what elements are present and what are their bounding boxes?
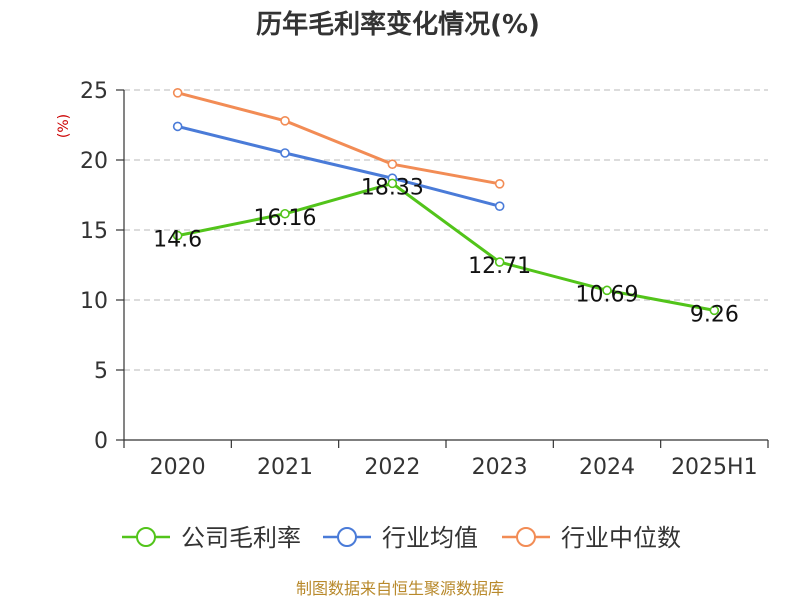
data-point bbox=[280, 208, 290, 219]
legend-marker bbox=[136, 527, 156, 547]
grid-lines bbox=[124, 89, 768, 371]
data-labels: 14.6 16.16 18.33 12.71 10.69 9.26 bbox=[153, 175, 739, 327]
data-point bbox=[280, 148, 290, 158]
y-tick-label: 25 bbox=[80, 79, 108, 104]
data-point bbox=[387, 178, 398, 189]
x-tick-label: 2025H1 bbox=[671, 455, 758, 480]
legend-label: 公司毛利率 bbox=[181, 524, 301, 552]
series-group bbox=[172, 88, 720, 316]
series-line bbox=[176, 91, 502, 186]
legend-marker bbox=[516, 527, 536, 547]
data-label: 18.33 bbox=[361, 175, 424, 200]
legend-item: 行业均值 bbox=[323, 524, 478, 552]
x-tick-label: 2022 bbox=[364, 455, 420, 480]
x-tick-label: 2023 bbox=[472, 455, 528, 480]
data-point bbox=[709, 305, 720, 316]
data-point bbox=[494, 257, 505, 267]
axes: 0 5 10 15 20 25 2020 2021 2022 2023 2024 2025H1 bbox=[80, 79, 769, 480]
y-tick-label: 20 bbox=[80, 149, 108, 174]
legend-label: 行业均值 bbox=[382, 524, 478, 552]
data-point bbox=[494, 179, 505, 189]
legend: 公司毛利率 行业均值 行业中位数 bbox=[122, 524, 681, 552]
data-point bbox=[602, 285, 612, 296]
data-point bbox=[172, 88, 183, 98]
y-tick-label: 10 bbox=[80, 289, 108, 314]
legend-item: 公司毛利率 bbox=[122, 524, 301, 552]
source-footer: 制图数据来自恒生聚源数据库 bbox=[296, 579, 504, 598]
legend-marker bbox=[337, 527, 357, 547]
legend-item: 行业中位数 bbox=[502, 524, 681, 552]
x-tick-label: 2021 bbox=[257, 455, 313, 480]
data-point bbox=[280, 116, 290, 126]
data-point bbox=[494, 201, 505, 211]
x-tick-label: 2024 bbox=[579, 455, 635, 480]
y-tick-label: 0 bbox=[94, 429, 108, 454]
y-tick-label: 15 bbox=[80, 219, 108, 244]
y-axis-label: (%) bbox=[56, 114, 72, 138]
chart-title: 历年毛利率变化情况(%) bbox=[256, 9, 540, 40]
data-point bbox=[172, 230, 183, 241]
data-point bbox=[387, 159, 398, 169]
legend-label: 行业中位数 bbox=[561, 524, 681, 552]
data-label: 12.71 bbox=[468, 254, 531, 279]
data-label: 14.6 bbox=[153, 228, 202, 253]
series-line bbox=[176, 124, 502, 208]
y-tick-label: 5 bbox=[94, 359, 108, 384]
data-label: 9.26 bbox=[690, 302, 739, 327]
data-label: 16.16 bbox=[254, 206, 317, 231]
data-point bbox=[172, 121, 183, 132]
series-line bbox=[176, 181, 716, 312]
data-label: 10.69 bbox=[576, 282, 639, 307]
x-tick-label: 2020 bbox=[150, 455, 206, 480]
